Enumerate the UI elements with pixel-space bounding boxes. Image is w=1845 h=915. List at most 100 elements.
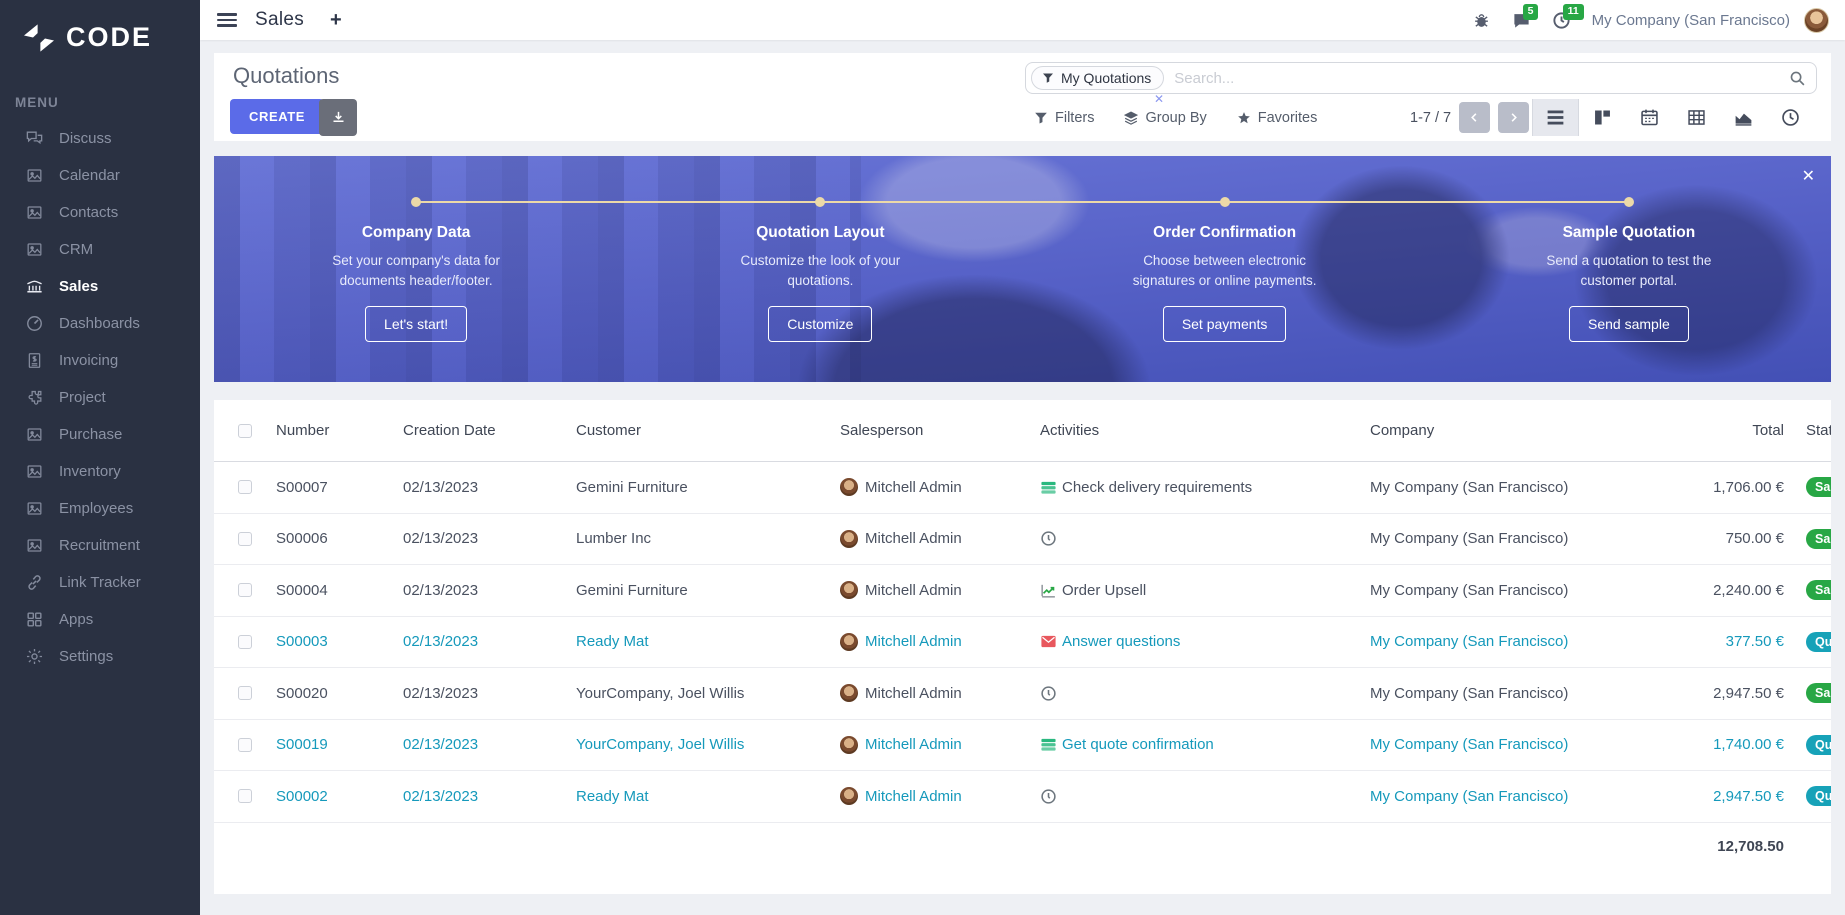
activities-badge: 11 [1562, 4, 1584, 20]
status-badge: Quotation [1806, 786, 1831, 807]
sidebar-item-inventory[interactable]: Inventory [0, 453, 200, 490]
facet-remove-icon[interactable]: ✕ [1154, 92, 1165, 106]
list-view-icon [1545, 107, 1566, 128]
group-by-button[interactable]: Group By [1124, 110, 1207, 126]
sidebar-item-calendar[interactable]: Calendar [0, 157, 200, 194]
graph-view-button[interactable] [1720, 99, 1767, 136]
activity-list-icon [1040, 736, 1057, 753]
graph-view-icon [1733, 107, 1754, 128]
status-badge: Sales Order [1806, 683, 1831, 704]
menu-toggle-icon[interactable] [217, 13, 237, 27]
salesperson-avatar [840, 684, 858, 703]
row-checkbox[interactable] [238, 480, 252, 495]
step-description: Choose between electronic signatures or … [1132, 253, 1317, 288]
pager-next-button[interactable] [1498, 102, 1530, 133]
sidebar-item-project[interactable]: Project [0, 379, 200, 416]
messages-icon[interactable]: 5 [1502, 0, 1542, 40]
pivot-view-button[interactable] [1673, 99, 1720, 136]
app-logo[interactable]: CODE [0, 0, 200, 53]
sidebar-item-dashboards[interactable]: Dashboards [0, 305, 200, 342]
kanban-view-button[interactable] [1579, 99, 1626, 136]
app-title[interactable]: Sales [255, 9, 305, 30]
search-input[interactable]: Search... [1174, 69, 1235, 87]
calendar-view-button[interactable] [1626, 99, 1673, 136]
debug-bug-icon[interactable] [1462, 0, 1502, 40]
column-header-salesperson[interactable]: Salesperson [840, 422, 924, 439]
sidebar-item-purchase[interactable]: Purchase [0, 416, 200, 453]
column-header-company[interactable]: Company [1370, 422, 1435, 439]
image-icon [25, 536, 44, 555]
sidebar-item-employees[interactable]: Employees [0, 490, 200, 527]
pager-previous-button[interactable] [1459, 102, 1491, 133]
step-action-button[interactable]: Send sample [1569, 306, 1689, 343]
table-row[interactable]: S00007 02/13/2023 Gemini Furniture Mitch… [214, 462, 1831, 514]
download-icon [333, 111, 343, 122]
status-badge: Quotation [1806, 631, 1831, 652]
step-action-button[interactable]: Set payments [1162, 306, 1287, 343]
search-bar[interactable]: My Quotations ✕ Search... [1025, 62, 1817, 106]
onboarding-step: Sample Quotation Send a quotation to tes… [1427, 156, 1831, 382]
user-company-menu[interactable]: My Company (San Francisco) [1591, 11, 1790, 29]
step-title: Sample Quotation [1562, 224, 1696, 241]
column-header-customer[interactable]: Customer [576, 422, 642, 439]
export-button[interactable] [319, 99, 357, 136]
row-checkbox[interactable] [238, 737, 252, 752]
image-icon [25, 499, 44, 518]
table-row[interactable]: S00003 02/13/2023 Ready Mat Mitchell Adm… [214, 617, 1831, 668]
sidebar-item-contacts[interactable]: Contacts [0, 194, 200, 231]
add-tab-icon[interactable]: + [330, 8, 342, 31]
activity-view-icon [1780, 107, 1801, 128]
onboarding-step: Company Data Set your company's data for… [214, 156, 618, 382]
activities-clock-icon[interactable]: 11 [1542, 0, 1584, 40]
table-row[interactable]: S00020 02/13/2023 YourCompany, Joel Will… [214, 668, 1831, 720]
sidebar-item-link-tracker[interactable]: Link Tracker [0, 564, 200, 601]
sidebar-item-recruitment[interactable]: Recruitment [0, 527, 200, 564]
close-icon[interactable]: ✕ [1801, 168, 1815, 185]
table-row[interactable]: S00004 02/13/2023 Gemini Furniture Mitch… [214, 565, 1831, 617]
row-checkbox[interactable] [238, 634, 252, 649]
sidebar-item-sales[interactable]: Sales [0, 268, 200, 305]
user-avatar[interactable] [1804, 7, 1829, 33]
star-icon [1237, 111, 1250, 123]
column-header-number[interactable]: Number [276, 422, 330, 439]
step-action-button[interactable]: Let's start! [365, 306, 468, 343]
table-row[interactable]: S00006 02/13/2023 Lumber Inc Mitchell Ad… [214, 514, 1831, 565]
table-row[interactable]: S00019 02/13/2023 YourCompany, Joel Will… [214, 720, 1831, 771]
step-action-button[interactable]: Customize [768, 306, 873, 343]
search-icon[interactable] [1789, 70, 1806, 87]
favorites-button[interactable]: Favorites [1237, 110, 1317, 126]
activity-clock-icon [1040, 788, 1057, 805]
sidebar-item-discuss[interactable]: Discuss [0, 120, 200, 157]
logo-text: CODE [66, 22, 153, 52]
list-view-button[interactable] [1532, 99, 1579, 136]
row-checkbox[interactable] [238, 531, 252, 546]
filters-button[interactable]: Filters [1034, 110, 1094, 126]
create-button[interactable]: CREATE [230, 99, 325, 134]
table-row[interactable]: S00002 02/13/2023 Ready Mat Mitchell Adm… [214, 771, 1831, 823]
messages-badge: 5 [1522, 4, 1539, 20]
column-header-creation-date[interactable]: Creation Date [403, 422, 496, 439]
gauge-icon [25, 314, 44, 333]
column-header-activities[interactable]: Activities [1040, 422, 1100, 439]
sidebar-item-crm[interactable]: CRM [0, 231, 200, 268]
step-title: Company Data [361, 224, 471, 241]
activity-view-button[interactable] [1767, 99, 1814, 136]
row-checkbox[interactable] [238, 583, 252, 598]
sidebar-menu: Discuss Calendar Contacts CRM Sales Dash… [0, 120, 200, 675]
sidebar-item-apps[interactable]: Apps [0, 601, 200, 638]
column-header-status[interactable]: Status [1806, 422, 1831, 439]
onboarding-progress-line [416, 201, 1629, 203]
row-checkbox[interactable] [238, 686, 252, 701]
column-header-total[interactable]: Total [1752, 422, 1784, 439]
sidebar-item-invoicing[interactable]: Invoicing [0, 342, 200, 379]
row-checkbox[interactable] [238, 789, 252, 804]
select-all-checkbox[interactable] [238, 423, 252, 438]
search-facet-my-quotations[interactable]: My Quotations [1031, 66, 1165, 90]
menu-section-label: MENU [15, 95, 59, 110]
status-badge: Sales Order [1806, 528, 1831, 549]
step-dot [1219, 197, 1230, 207]
sidebar-item-settings[interactable]: Settings [0, 638, 200, 675]
gear-icon [25, 647, 44, 666]
salesperson-avatar [840, 632, 858, 651]
salesperson-avatar [840, 529, 858, 548]
